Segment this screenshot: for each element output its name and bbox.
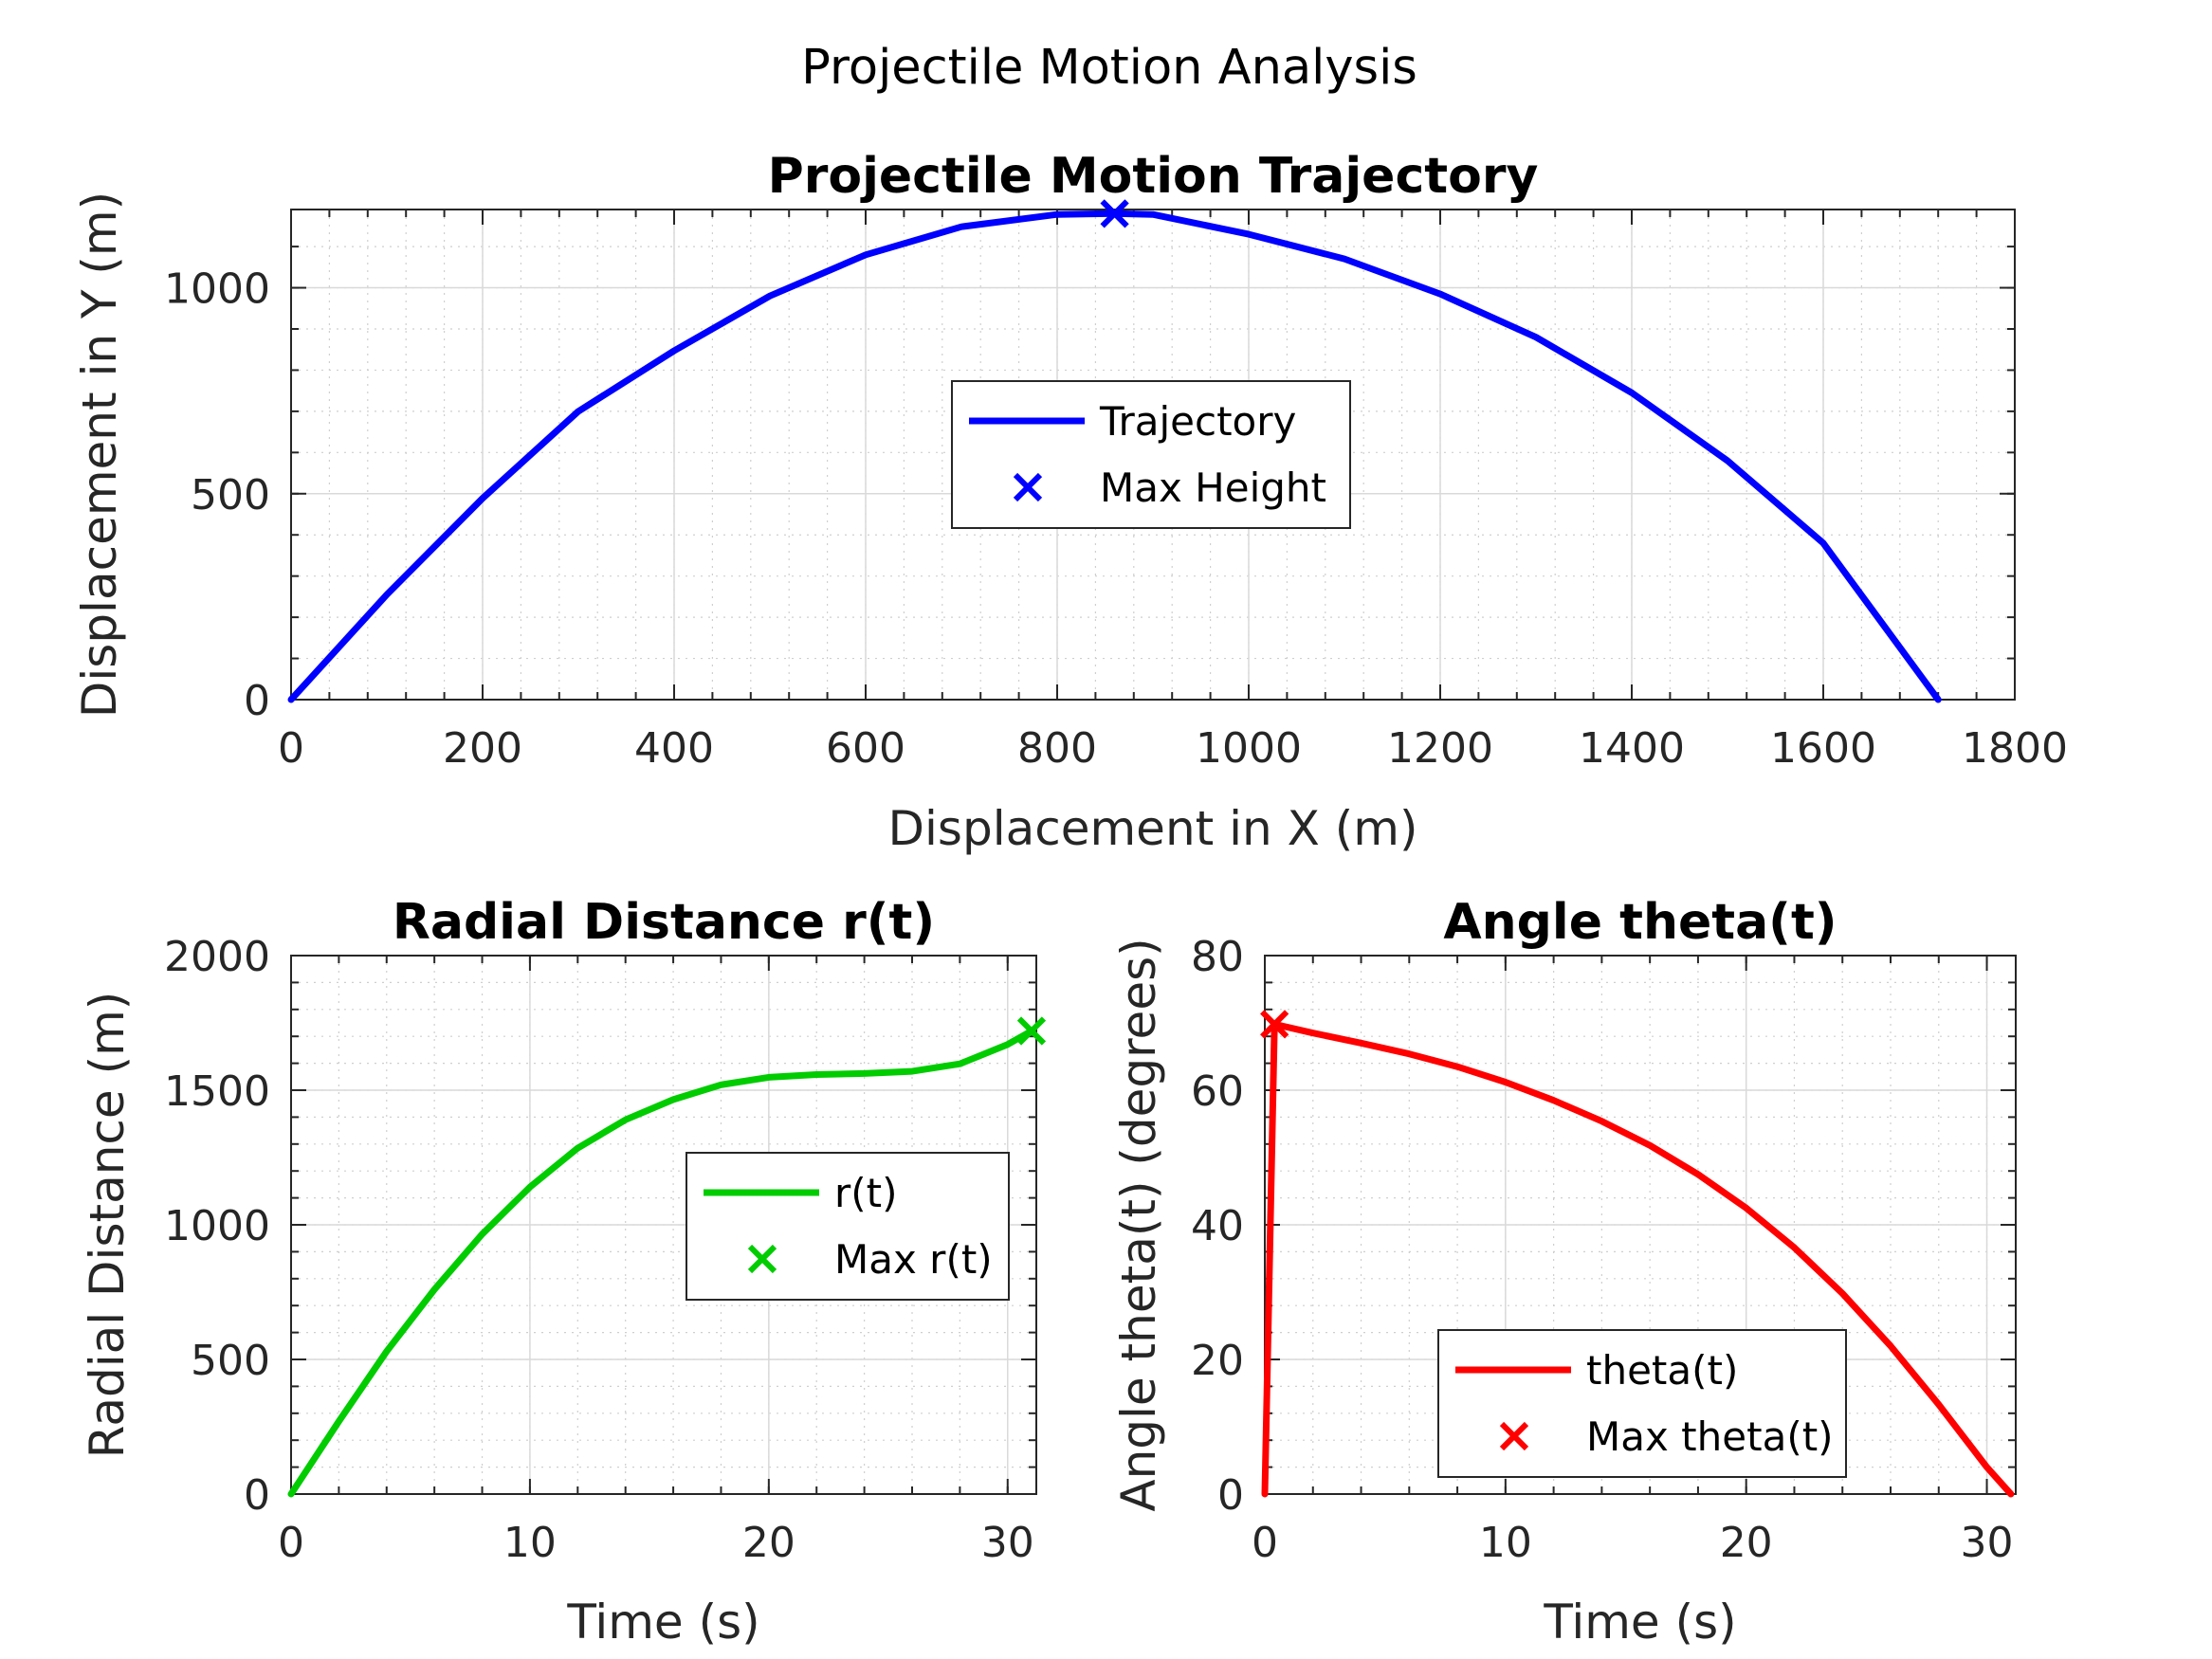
tick-label-x: 600 — [826, 724, 905, 773]
tick-label-x: 400 — [634, 724, 714, 773]
series-line — [1261, 1020, 2015, 1498]
axes-frame — [290, 209, 2016, 701]
angle-axes: 0 10 20 30 0 20 40 60 80 theta(t) Max theta(t) Angl… — [1111, 894, 2017, 1650]
tick-label-x: 1400 — [1579, 724, 1685, 773]
x-axis-label: Time (s) — [1543, 1595, 1736, 1650]
tick-label-y: 0 — [1217, 1471, 1244, 1520]
trajectory-axes: 0 200 400 600 800 1000 1200 1400 1600 1800 0 500 100… — [72, 148, 2068, 856]
axes-frame — [290, 955, 1037, 1495]
axes-title: Projectile Motion Trajectory — [768, 148, 1539, 205]
legend-marker-swatch — [1013, 472, 1043, 502]
legend: r(t) Max r(t) — [686, 1152, 1010, 1301]
y-axis-label: Angle theta(t) (degrees) — [1111, 938, 1166, 1511]
tick-label-y: 60 — [1191, 1067, 1244, 1116]
legend-box — [686, 1152, 1010, 1301]
tick-label-y: 2000 — [164, 933, 270, 981]
figure-title: Projectile Motion Analysis — [801, 40, 1417, 96]
x-axis-label: Displacement in X (m) — [888, 801, 1418, 856]
tick-label-y: 500 — [191, 471, 270, 520]
tick-label-x: 0 — [278, 724, 304, 773]
axes-title: Angle theta(t) — [1443, 894, 1837, 951]
y-axis-label: Radial Distance (m) — [80, 992, 135, 1459]
legend-entry-label: theta(t) — [1586, 1347, 1738, 1394]
legend-entry-label: Max Height — [1100, 465, 1326, 511]
tick-label-y: 0 — [244, 1471, 270, 1520]
tick-label-y: 1000 — [164, 1202, 270, 1250]
data-point-marker — [1100, 199, 1129, 228]
tick-label-x: 20 — [1720, 1519, 1773, 1567]
legend: Trajectory Max Height — [951, 380, 1351, 529]
tick-label-x: 20 — [742, 1519, 795, 1567]
tick-label-x: 200 — [443, 724, 522, 773]
radial-distance-axes: 0 10 20 30 0 500 1000 1500 2000 r(t) Max r(t) Radia… — [80, 894, 1047, 1650]
legend-marker-swatch — [1499, 1421, 1529, 1451]
tick-label-x: 30 — [1961, 1519, 2014, 1567]
tick-label-y: 1000 — [164, 265, 270, 314]
tick-label-y: 1500 — [164, 1067, 270, 1116]
data-point-marker — [1260, 1010, 1289, 1039]
data-point-marker — [1016, 1016, 1047, 1046]
legend-box — [1437, 1329, 1847, 1478]
tick-label-x: 1600 — [1770, 724, 1876, 773]
tick-label-y: 500 — [191, 1337, 270, 1385]
legend-box — [951, 380, 1351, 529]
series-line — [287, 1028, 1035, 1498]
tick-label-x: 30 — [981, 1519, 1034, 1567]
tick-label-x: 10 — [1479, 1519, 1532, 1567]
tick-label-y: 20 — [1191, 1337, 1244, 1385]
tick-label-y: 0 — [244, 677, 270, 725]
legend-entry-label: r(t) — [834, 1170, 898, 1216]
tick-label-x: 10 — [503, 1519, 557, 1567]
tick-label-y: 40 — [1191, 1202, 1244, 1250]
y-axis-label: Displacement in Y (m) — [72, 191, 127, 718]
legend-entry-label: Trajectory — [1099, 398, 1296, 445]
tick-label-y: 80 — [1191, 933, 1244, 981]
tick-label-x: 0 — [278, 1519, 304, 1567]
legend-entry-label: Max theta(t) — [1586, 1413, 1834, 1460]
x-axis-label: Time (s) — [566, 1595, 759, 1650]
tick-label-x: 800 — [1017, 724, 1097, 773]
legend-entry-label: Max r(t) — [834, 1236, 993, 1283]
tick-label-x: 0 — [1252, 1519, 1278, 1567]
legend-marker-swatch — [747, 1244, 777, 1274]
axes-title: Radial Distance r(t) — [393, 894, 935, 951]
tick-label-x: 1800 — [1962, 724, 2068, 773]
tick-label-x: 1000 — [1196, 724, 1302, 773]
legend: theta(t) Max theta(t) — [1437, 1329, 1847, 1478]
tick-label-x: 1200 — [1387, 724, 1493, 773]
axes-frame — [1264, 955, 2017, 1495]
